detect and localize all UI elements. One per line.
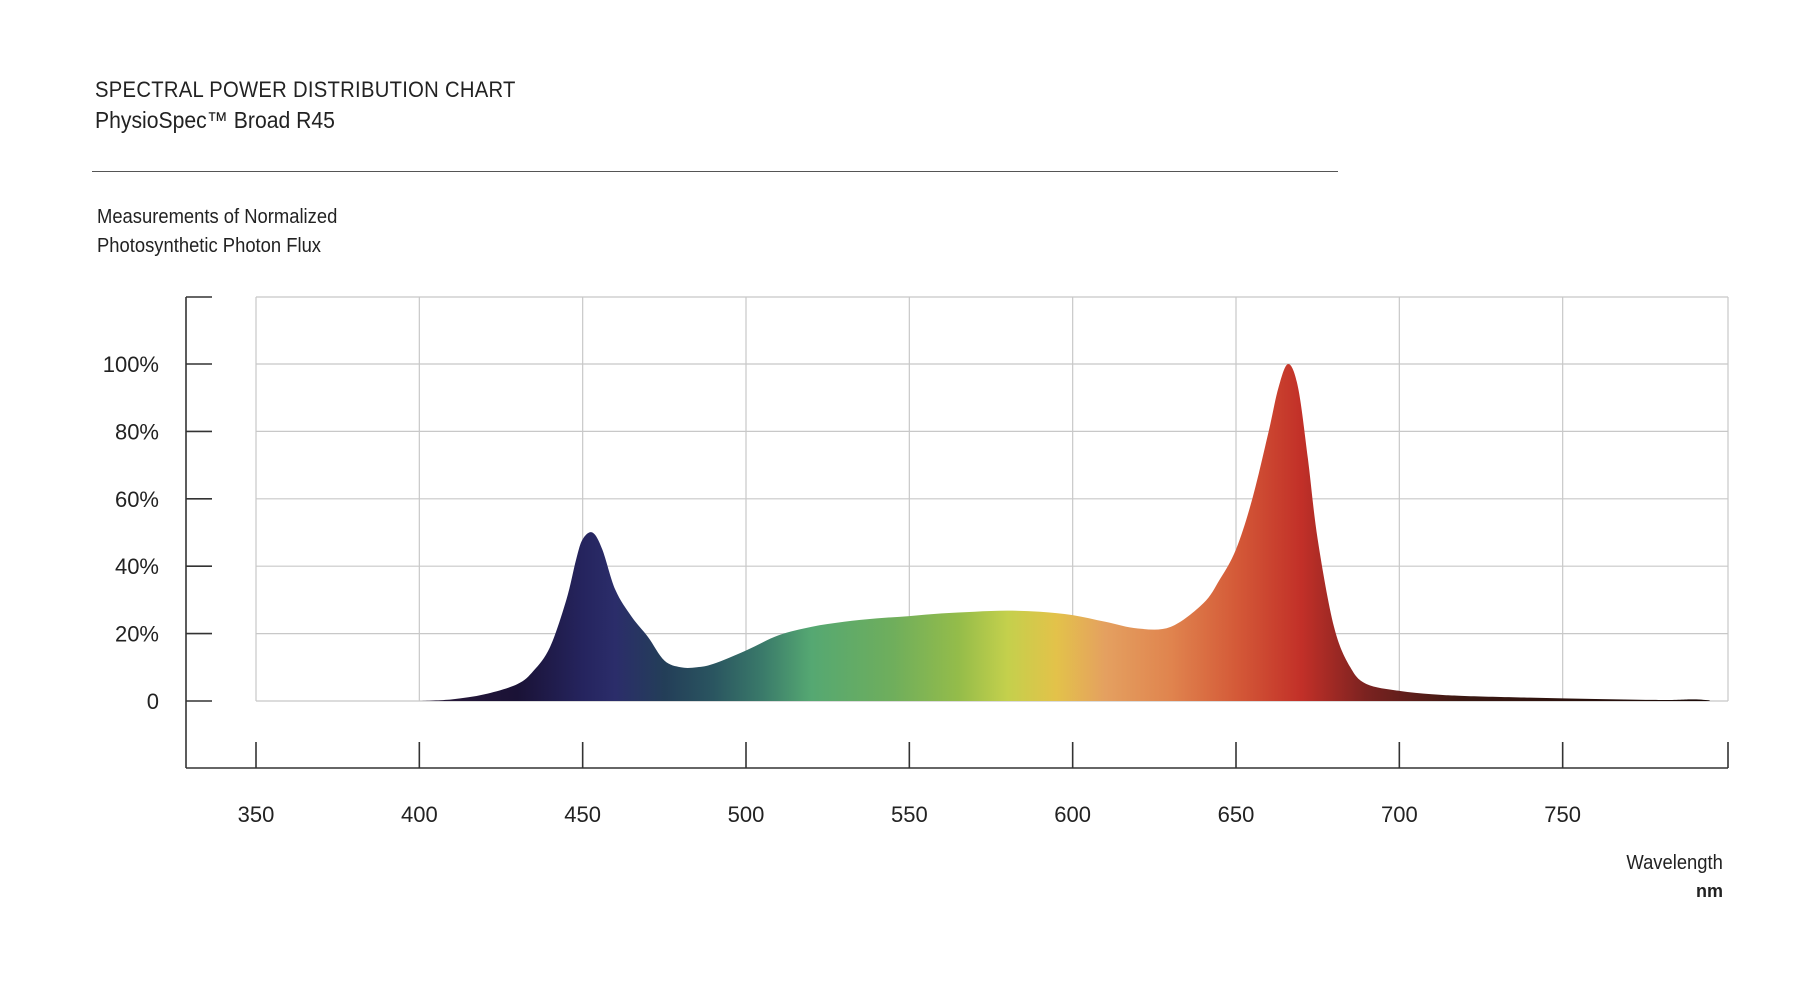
y-axis-title-line2: Photosynthetic Photon Flux xyxy=(97,235,322,257)
y-tick-label-0: 0 xyxy=(147,689,159,714)
y-tick-label-40: 40% xyxy=(115,554,159,579)
x-tick-label-500: 500 xyxy=(728,802,765,827)
x-axis-label: Wavelength xyxy=(1626,852,1723,874)
spectrum-area xyxy=(419,364,1710,701)
x-tick-label-600: 600 xyxy=(1054,802,1091,827)
x-tick-label-450: 450 xyxy=(564,802,601,827)
x-tick-label-350: 350 xyxy=(238,802,275,827)
chart-title-block: SPECTRAL POWER DISTRIBUTION CHART Physio… xyxy=(95,74,552,136)
title-divider xyxy=(92,171,1338,172)
x-tick-label-700: 700 xyxy=(1381,802,1418,827)
x-tick-label-650: 650 xyxy=(1218,802,1255,827)
chart-title: SPECTRAL POWER DISTRIBUTION CHART xyxy=(95,77,516,102)
y-axis-title: Measurements of Normalized Photosyntheti… xyxy=(97,203,358,261)
x-tick-label-550: 550 xyxy=(891,802,928,827)
chart-subtitle: PhysioSpec™ Broad R45 xyxy=(95,107,335,133)
y-tick-label-20: 20% xyxy=(115,622,159,647)
y-tick-label-80: 80% xyxy=(115,419,159,444)
y-tick-label-100: 100% xyxy=(103,352,159,377)
axes xyxy=(185,296,1729,769)
x-tick-label-400: 400 xyxy=(401,802,438,827)
x-axis-unit: nm xyxy=(1696,881,1723,901)
x-tick-labels: 350 400 450 500 550 600 650 700 750 xyxy=(238,802,1581,827)
y-tick-label-60: 60% xyxy=(115,487,159,512)
x-axis-title: Wavelength nm xyxy=(1618,849,1723,904)
x-tick-label-750: 750 xyxy=(1544,802,1581,827)
y-tick-labels: 0 20% 40% 60% 80% 100% xyxy=(103,352,159,714)
spectrum-area-layer xyxy=(419,364,1710,701)
y-axis-title-line1: Measurements of Normalized xyxy=(97,206,338,228)
